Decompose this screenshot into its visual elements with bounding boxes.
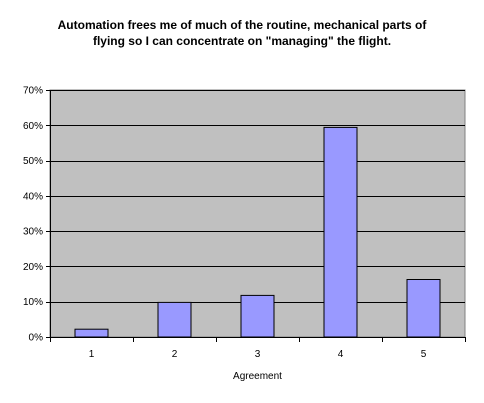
y-tick-label-2: 20% (23, 262, 43, 273)
bar-2 (157, 301, 192, 338)
x-tick-label-5: 5 (421, 349, 427, 360)
chart-title-line-2: flying so I can concentrate on "managing… (92, 34, 392, 48)
y-tick-label-0: 0% (29, 333, 44, 344)
y-tick-label-6: 60% (23, 121, 43, 132)
y-tick-label-3: 30% (23, 227, 43, 238)
x-tick-label-4: 4 (338, 349, 344, 360)
chart-title-line-1: Automation frees me of much of the routi… (57, 18, 427, 32)
y-tick-label-1: 10% (23, 297, 43, 308)
gridlines (50, 90, 465, 303)
x-tick-labels: 1 2 3 4 5 (89, 349, 427, 360)
y-tick-label-4: 40% (23, 191, 43, 202)
bar-5 (406, 279, 441, 338)
axes (46, 90, 466, 342)
bars (74, 126, 441, 338)
y-tick-label-5: 50% (23, 156, 43, 167)
y-tick-label-7: 70% (23, 86, 43, 97)
y-tick-labels: 0% 10% 20% 30% 40% 50% 60% 70% (23, 86, 43, 344)
x-tick-label-1: 1 (89, 349, 95, 360)
x-tick-label-2: 2 (172, 349, 178, 360)
chart-title: Automation frees me of much of the routi… (40, 17, 444, 49)
bar-1 (74, 328, 109, 338)
x-axis-label: Agreement (233, 371, 282, 382)
x-tick-label-3: 3 (255, 349, 261, 360)
bar-4 (323, 126, 358, 338)
bar-3 (240, 294, 275, 338)
